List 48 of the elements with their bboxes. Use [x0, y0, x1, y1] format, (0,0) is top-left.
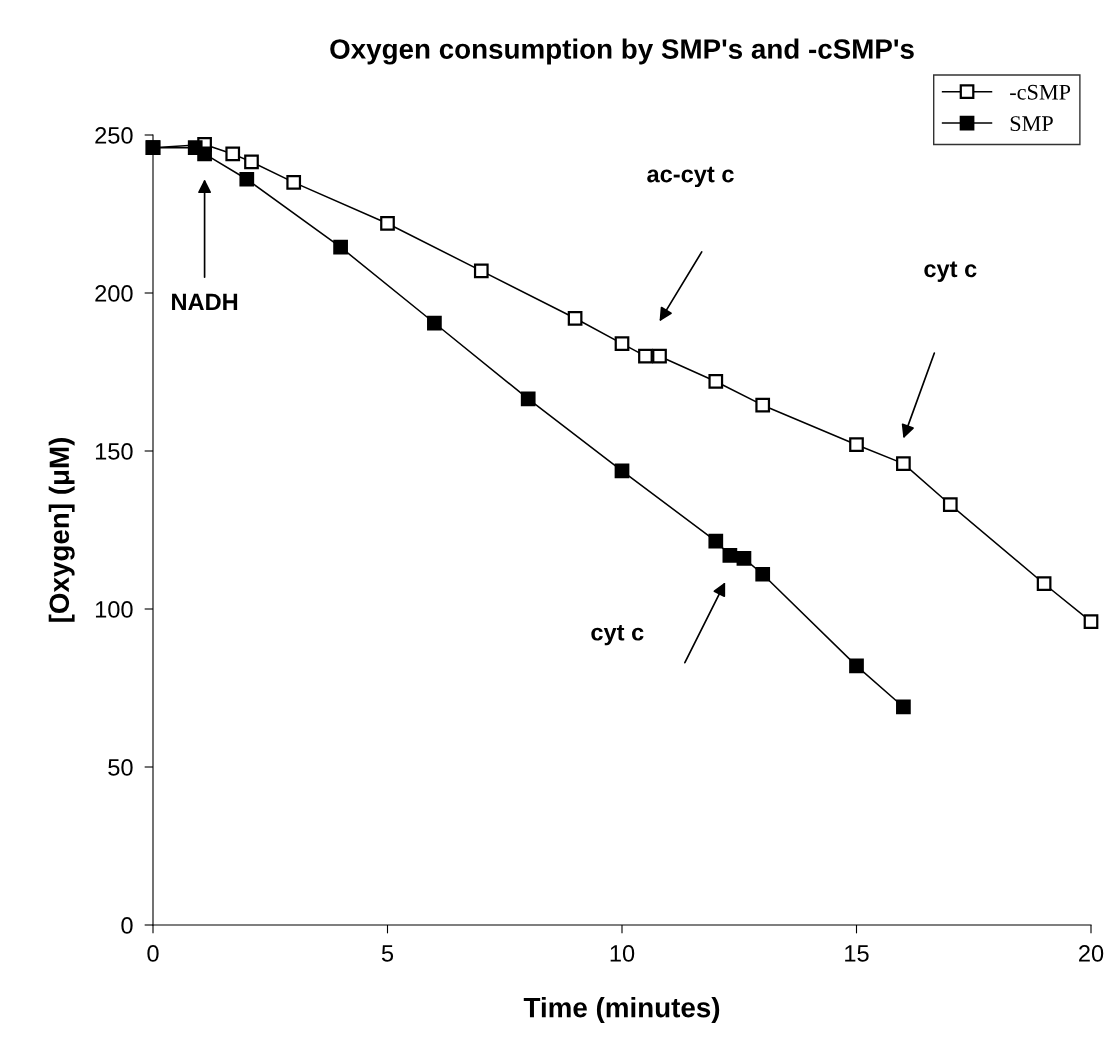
point [567, 310, 583, 326]
point [708, 374, 724, 389]
point [755, 566, 771, 582]
point [896, 456, 911, 471]
annotation: cyt c [924, 261, 977, 282]
point [225, 146, 241, 162]
x-tick-label: 10 [610, 945, 635, 962]
point [244, 154, 259, 170]
y-tick-label: 0 [121, 917, 133, 934]
point [755, 397, 771, 413]
y-tick-label: 100 [95, 601, 133, 618]
point [736, 551, 752, 566]
point [638, 348, 653, 364]
point [896, 699, 911, 715]
y-tick-label: 50 [108, 759, 133, 776]
point [473, 263, 489, 279]
point [520, 391, 536, 407]
point [333, 239, 348, 255]
point [722, 547, 738, 563]
chart-title: Oxygen consumption by SMP's and -cSMP's [330, 38, 914, 65]
legend-label: SMP [1010, 116, 1053, 132]
point [1083, 614, 1099, 629]
point [652, 348, 667, 364]
point [239, 171, 255, 187]
y-tick-label: 200 [95, 285, 133, 302]
point [614, 463, 630, 479]
annotation: cyt c [591, 624, 644, 646]
point [286, 175, 302, 190]
x-tick-label: 15 [845, 945, 869, 962]
y-axis-title: [Oxygen] (μM) [48, 438, 75, 622]
y-tick-label: 250 [95, 127, 133, 144]
x-axis-title: Time (minutes) [523, 997, 720, 1023]
legend-label: -cSMP [1010, 84, 1071, 100]
point [942, 497, 958, 513]
x-tick-label: 0 [147, 945, 159, 962]
point [380, 216, 395, 231]
y-tick-label: 150 [95, 443, 133, 460]
point [849, 658, 864, 674]
point [197, 146, 212, 162]
point [1036, 576, 1052, 592]
annotation: ac-cyt c [647, 166, 734, 188]
point [614, 336, 630, 351]
x-tick-label: 5 [381, 945, 394, 962]
x-tick-label: 20 [1079, 945, 1104, 962]
point [849, 437, 864, 453]
point [427, 315, 442, 331]
point [708, 533, 724, 549]
annotation: NADH [172, 293, 238, 311]
